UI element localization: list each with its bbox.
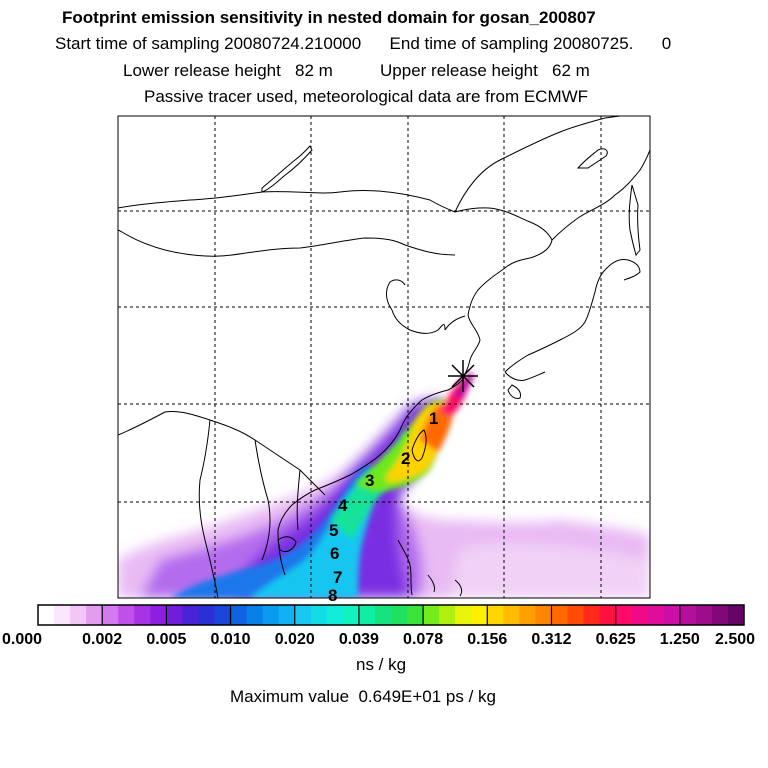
- colorbar-swatch: [150, 605, 167, 625]
- colorbar-swatch: [70, 605, 87, 625]
- colorbar-frame: [37, 604, 745, 626]
- colorbar-swatch: [551, 605, 568, 625]
- colorbar-swatch: [519, 605, 536, 625]
- colorbar-swatch: [711, 605, 729, 625]
- colorbar-swatch: [86, 605, 103, 625]
- colorbar-swatch: [727, 605, 745, 625]
- map-title: Footprint emission sensitivity in nested…: [62, 8, 596, 27]
- colorbar-tick-label: 0.020: [274, 631, 315, 648]
- trajectory-label: 5: [329, 521, 338, 540]
- coastlines: [118, 116, 650, 598]
- trajectory-label: 7: [333, 568, 342, 587]
- colorbar-swatch: [310, 605, 328, 625]
- colorbar-tick-label: 0.625: [595, 631, 636, 648]
- colorbar-swatch: [38, 605, 55, 625]
- colorbar-swatch: [615, 605, 633, 625]
- colorbar-swatch: [391, 605, 408, 625]
- colorbar-swatch: [567, 605, 585, 625]
- colorbar-swatch: [663, 605, 681, 625]
- colorbar-tick-label: 1.250: [659, 631, 700, 648]
- colorbar-tick-label: 0.005: [146, 631, 187, 648]
- colorbar-swatch: [230, 605, 248, 625]
- colorbar-swatch: [358, 605, 376, 625]
- colorbar-swatch: [487, 605, 504, 625]
- map-frame: [117, 115, 651, 599]
- trajectory-label: 6: [330, 544, 339, 563]
- colorbar-swatch: [695, 605, 713, 625]
- colorbar-swatch: [679, 605, 697, 625]
- colorbar-swatch: [198, 605, 215, 625]
- colorbar-swatch: [535, 605, 552, 625]
- sampling-time-line: Start time of sampling 20080724.210000 E…: [55, 34, 672, 53]
- trajectory-label: 1: [429, 409, 438, 428]
- colorbar-swatch: [439, 605, 456, 625]
- colorbar-tick-label: 0.010: [210, 631, 251, 648]
- colorbar-swatch: [118, 605, 135, 625]
- trajectory-label: 2: [401, 449, 410, 468]
- colorbar-tick-label: 0.312: [531, 631, 572, 648]
- colorbar-swatch: [503, 605, 520, 625]
- colorbar-swatch: [246, 605, 264, 625]
- footprint-plume: [118, 372, 650, 598]
- colorbar-swatch: [54, 605, 71, 625]
- colorbar-swatch: [214, 605, 232, 625]
- colorbar-tick-label: 0.000: [1, 631, 43, 648]
- colorbar-swatch: [102, 605, 119, 625]
- colorbar-swatch: [374, 605, 392, 625]
- colorbar-swatch: [182, 605, 199, 625]
- colorbar: [38, 605, 745, 625]
- colorbar-swatch: [455, 605, 472, 625]
- colorbar-swatch: [326, 605, 344, 625]
- colorbar-swatch: [407, 605, 424, 625]
- graticule: [118, 116, 650, 598]
- station-marker-icon: [448, 360, 478, 392]
- colorbar-swatch: [166, 605, 183, 625]
- trajectory-labels: 1 2 3 4 5 6 7 8: [328, 409, 438, 605]
- colorbar-swatch: [278, 605, 296, 625]
- tracer-info-line: Passive tracer used, meteorological data…: [144, 87, 589, 106]
- colorbar-tick-label: 2.500: [714, 631, 756, 648]
- trajectory-label: 4: [338, 496, 348, 515]
- colorbar-swatch: [423, 605, 440, 625]
- colorbar-swatch: [471, 605, 488, 625]
- colorbar-tick-label: 0.078: [403, 631, 444, 648]
- colorbar-swatch: [583, 605, 601, 625]
- colorbar-swatch: [647, 605, 665, 625]
- release-height-line: Lower release height 82 m Upper release …: [123, 61, 590, 80]
- colorbar-swatch: [262, 605, 280, 625]
- maximum-value-label: Maximum value 0.649E+01 ps / kg: [230, 687, 496, 706]
- trajectory-label: 8: [328, 586, 337, 605]
- colorbar-swatch: [294, 605, 312, 625]
- colorbar-tick-label: 0.002: [82, 631, 123, 648]
- colorbar-swatch: [134, 605, 151, 625]
- colorbar-swatch: [599, 605, 617, 625]
- trajectory-label: 3: [365, 471, 374, 490]
- colorbar-swatch: [342, 605, 360, 625]
- colorbar-unit: ns / kg: [356, 655, 407, 674]
- colorbar-swatch: [631, 605, 649, 625]
- colorbar-tick-label: 0.156: [467, 631, 508, 648]
- colorbar-tick-label: 0.039: [338, 631, 379, 648]
